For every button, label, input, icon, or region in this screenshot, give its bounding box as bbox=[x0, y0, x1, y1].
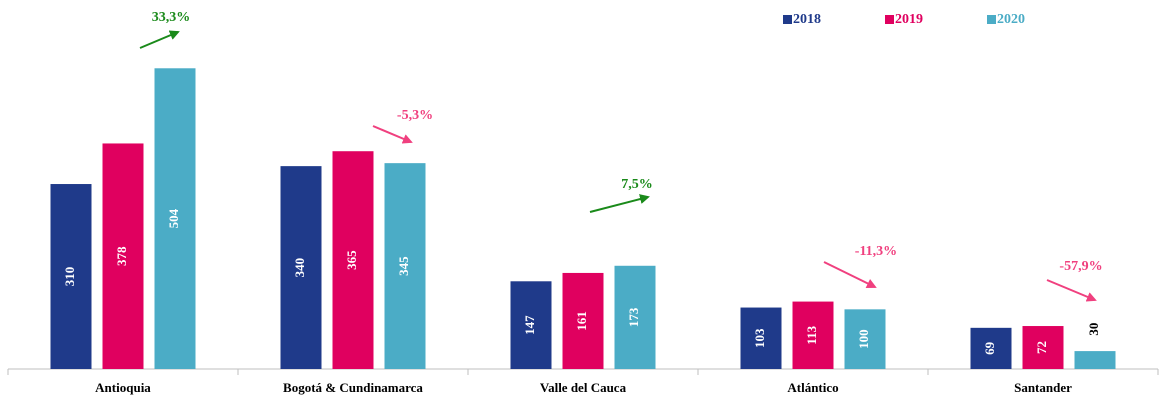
data-label: 30 bbox=[1086, 323, 1101, 336]
data-label: 72 bbox=[1034, 341, 1049, 354]
bar bbox=[1022, 326, 1064, 369]
x-tick-label: Bogotá & Cundinamarca bbox=[283, 380, 423, 395]
x-tick-label: Santander bbox=[1014, 380, 1072, 395]
trend-arrow bbox=[823, 261, 877, 288]
legend-swatch bbox=[987, 15, 996, 24]
annotation: 33,3% bbox=[152, 10, 191, 25]
data-label: 340 bbox=[292, 258, 307, 278]
bar bbox=[562, 272, 604, 369]
bar bbox=[510, 281, 552, 369]
data-label: 365 bbox=[344, 250, 359, 270]
data-label: 310 bbox=[62, 267, 77, 287]
data-label: 504 bbox=[166, 208, 181, 228]
data-label: 345 bbox=[396, 256, 411, 276]
data-label: 378 bbox=[114, 246, 129, 266]
bar bbox=[792, 301, 834, 369]
annotation: -57,9% bbox=[1059, 259, 1102, 274]
data-label: 69 bbox=[982, 341, 997, 355]
x-tick-label: Antioquia bbox=[95, 380, 151, 395]
trend-arrow bbox=[589, 194, 650, 213]
bar bbox=[332, 151, 374, 369]
bar bbox=[154, 68, 196, 369]
legend-label: 2020 bbox=[997, 12, 1025, 27]
data-label: 173 bbox=[626, 307, 641, 327]
trend-arrow bbox=[1046, 279, 1097, 302]
bar bbox=[384, 163, 426, 369]
bar bbox=[280, 166, 322, 369]
legend-swatch bbox=[885, 15, 894, 24]
bar bbox=[614, 265, 656, 369]
data-label: 147 bbox=[522, 315, 537, 335]
x-tick-label: Atlántico bbox=[787, 380, 838, 395]
trend-arrow bbox=[139, 30, 180, 49]
data-label: 113 bbox=[804, 325, 819, 344]
bar bbox=[50, 184, 92, 369]
x-tick-label: Valle del Cauca bbox=[540, 380, 627, 395]
legend-label: 2019 bbox=[895, 12, 923, 27]
annotation: 7,5% bbox=[621, 177, 653, 192]
legend-label: 2018 bbox=[793, 12, 821, 27]
bar bbox=[844, 309, 886, 369]
bar bbox=[1074, 351, 1116, 369]
data-label: 103 bbox=[752, 328, 767, 348]
legend-swatch bbox=[783, 15, 792, 24]
annotation: -5,3% bbox=[397, 108, 433, 123]
bar bbox=[740, 307, 782, 369]
data-label: 100 bbox=[856, 329, 871, 349]
trend-arrow bbox=[372, 125, 413, 144]
data-label: 161 bbox=[574, 311, 589, 331]
bar bbox=[970, 327, 1012, 369]
bar bbox=[102, 143, 144, 369]
annotation: -11,3% bbox=[855, 244, 897, 259]
